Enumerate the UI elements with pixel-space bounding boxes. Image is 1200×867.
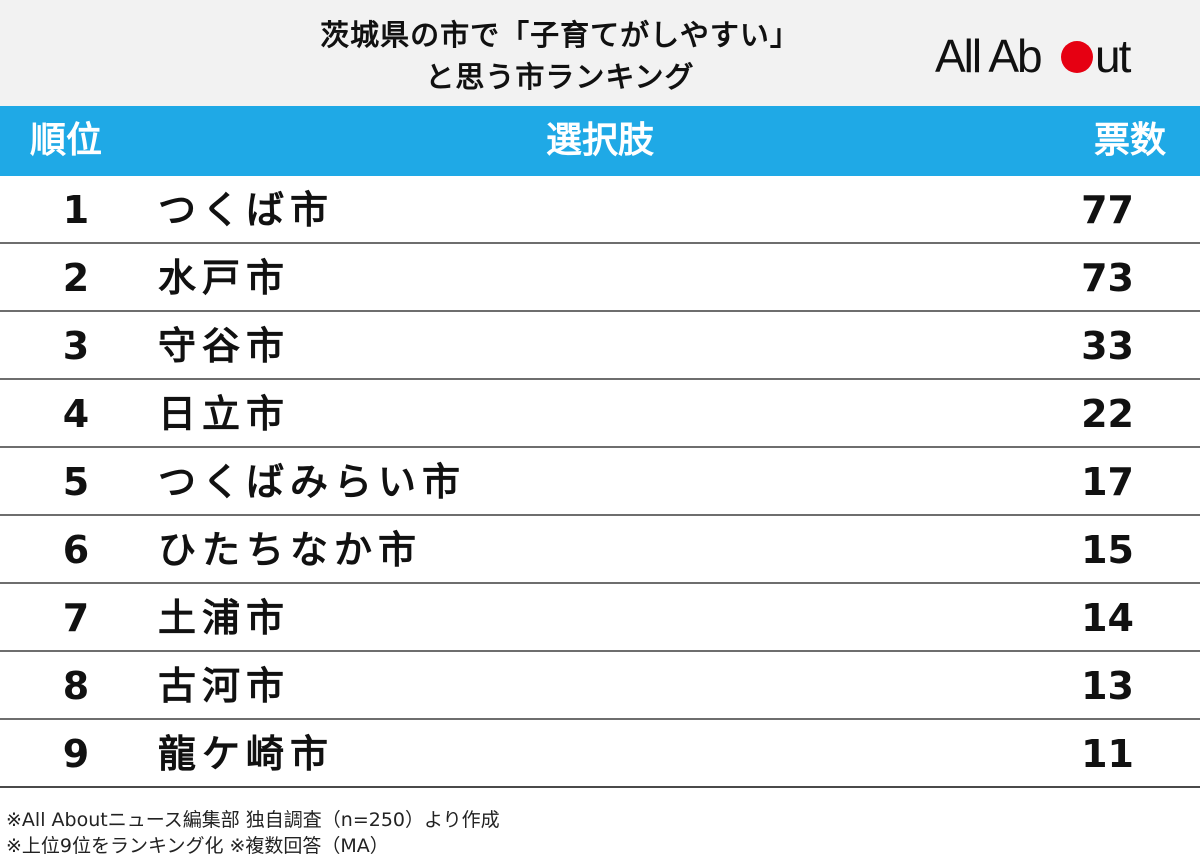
table-row: 8 古河市 13 <box>0 652 1200 720</box>
rank-cell: 9 <box>62 732 90 776</box>
ranking-table-body: 1 つくば市 77 2 水戸市 73 3 守谷市 33 4 日立市 22 5 つくばみらい市 17 6 ひたちな… <box>0 176 1200 788</box>
table-row: 5 つくばみらい市 17 <box>0 448 1200 516</box>
rank-cell: 5 <box>62 460 90 504</box>
table-row: 1 つくば市 77 <box>0 176 1200 244</box>
rank-cell: 8 <box>62 664 90 708</box>
rank-cell: 2 <box>62 256 90 300</box>
chart-title: 茨城県の市で「子育てがしやすい」 と思う市ランキング <box>260 14 860 98</box>
rank-cell: 1 <box>62 188 90 232</box>
footnotes: ※All Aboutニュース編集部 独自調査（n=250）より作成 ※上位9位を… <box>6 807 500 859</box>
title-line-2: と思う市ランキング <box>425 60 695 94</box>
logo-red-dot <box>1061 41 1093 73</box>
logo-text-left: All Ab <box>935 30 1041 80</box>
choice-cell: 水戸市 <box>158 256 291 300</box>
logo-text-right: ut <box>1095 30 1132 80</box>
footnote-method: ※上位9位をランキング化 ※複数回答（MA） <box>6 835 389 857</box>
table-row: 6 ひたちなか市 15 <box>0 516 1200 584</box>
header-rank: 順位 <box>30 120 103 161</box>
table-row: 9 龍ケ崎市 11 <box>0 720 1200 788</box>
header-votes: 票数 <box>1093 120 1166 161</box>
table-row: 4 日立市 22 <box>0 380 1200 448</box>
votes-cell: 14 <box>1081 596 1134 640</box>
choice-cell: 土浦市 <box>158 596 291 640</box>
choice-cell: 古河市 <box>158 664 291 708</box>
votes-cell: 22 <box>1081 392 1134 436</box>
choice-cell: つくばみらい市 <box>158 460 467 504</box>
table-row: 7 土浦市 14 <box>0 584 1200 652</box>
choice-cell: ひたちなか市 <box>158 528 423 572</box>
allabout-logo: All Ab ut <box>935 30 1150 80</box>
votes-cell: 73 <box>1081 256 1134 300</box>
table-row: 3 守谷市 33 <box>0 312 1200 380</box>
table-header: 順位 選択肢 票数 <box>0 106 1200 176</box>
votes-cell: 13 <box>1081 664 1134 708</box>
votes-cell: 77 <box>1081 188 1134 232</box>
choice-cell: つくば市 <box>158 188 335 232</box>
title-line-1: 茨城県の市で「子育てがしやすい」 <box>320 18 800 52</box>
rank-cell: 7 <box>62 596 90 640</box>
header-choice: 選択肢 <box>545 120 654 161</box>
chart-header: 茨城県の市で「子育てがしやすい」 と思う市ランキング All Ab ut <box>0 0 1200 106</box>
rank-cell: 6 <box>62 528 90 572</box>
choice-cell: 龍ケ崎市 <box>158 732 335 776</box>
table-row: 2 水戸市 73 <box>0 244 1200 312</box>
rank-cell: 4 <box>62 392 90 436</box>
choice-cell: 守谷市 <box>158 324 291 368</box>
choice-cell: 日立市 <box>158 392 291 436</box>
rank-cell: 3 <box>62 324 90 368</box>
votes-cell: 11 <box>1081 732 1134 776</box>
votes-cell: 15 <box>1081 528 1134 572</box>
footnote-source: ※All Aboutニュース編集部 独自調査（n=250）より作成 <box>6 809 500 831</box>
votes-cell: 17 <box>1081 460 1134 504</box>
votes-cell: 33 <box>1081 324 1134 368</box>
